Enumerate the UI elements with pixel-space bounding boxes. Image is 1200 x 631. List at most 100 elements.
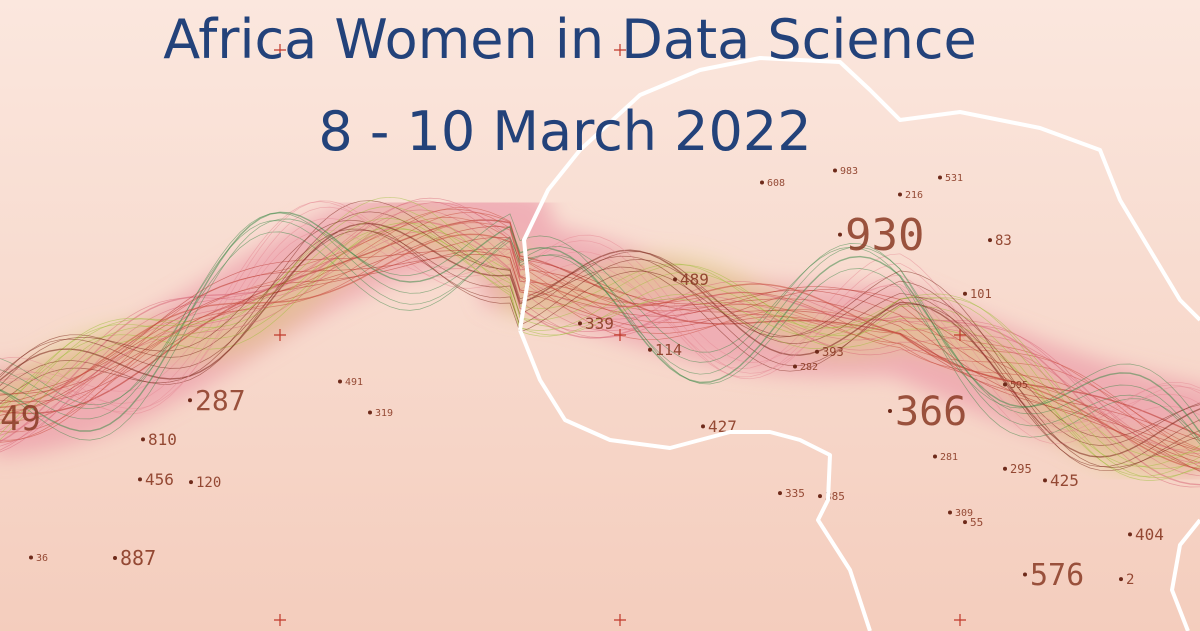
number-label: 101	[970, 287, 992, 301]
number-dot	[1003, 466, 1007, 471]
number-dot	[368, 410, 372, 415]
number-dot	[898, 192, 902, 197]
number-dot	[138, 477, 142, 482]
number-label: 114	[655, 341, 682, 359]
number-label: 531	[945, 173, 963, 184]
number-label: 983	[840, 166, 858, 177]
number-label: 887	[120, 546, 156, 570]
number-dot	[833, 168, 837, 173]
number-dot	[189, 480, 193, 485]
number-dot	[963, 520, 967, 525]
wave-line	[0, 250, 1200, 472]
number-dot	[113, 556, 117, 560]
number-dot	[1003, 382, 1007, 387]
cross	[614, 329, 626, 341]
wave-line	[0, 196, 1200, 457]
number-label: 393	[822, 345, 844, 359]
number-label: 216	[905, 190, 923, 201]
wave-line	[0, 206, 1200, 425]
number-dot	[673, 277, 677, 282]
number-dot	[838, 232, 842, 237]
number-dot	[963, 291, 967, 296]
coast-north	[518, 56, 1200, 331]
number-label: 49	[0, 399, 41, 439]
number-dot	[933, 454, 937, 459]
number-label: 2	[1126, 572, 1134, 588]
number-dot	[141, 437, 145, 442]
number-dot	[1023, 572, 1027, 577]
number-label: 339	[585, 314, 614, 333]
wave-line	[0, 233, 1200, 470]
wave-line	[0, 200, 1200, 438]
number-dot	[815, 349, 819, 354]
number-label: 36	[36, 553, 48, 564]
number-label: 55	[970, 516, 983, 529]
cross	[614, 614, 626, 626]
number-dot	[338, 379, 342, 384]
number-dot	[793, 364, 797, 369]
number-label: 282	[800, 362, 818, 373]
number-label: 287	[195, 384, 246, 417]
number-dot	[760, 180, 764, 185]
wave-line	[0, 202, 1200, 451]
cross	[954, 329, 966, 341]
number-dot	[1043, 478, 1047, 483]
number-dot	[988, 238, 992, 243]
wave-line	[0, 200, 1200, 465]
wave-line	[0, 228, 1200, 477]
number-label: 595	[1010, 380, 1028, 391]
coast-west	[518, 329, 872, 631]
number-dot	[578, 321, 582, 326]
wave-line	[0, 206, 1200, 470]
wave-line	[0, 211, 1200, 434]
crosses	[274, 44, 966, 626]
number-dot	[648, 347, 652, 352]
number-label: 366	[895, 389, 967, 435]
number-dot	[1128, 532, 1132, 537]
cross	[274, 44, 286, 56]
wave-line	[0, 217, 1200, 468]
number-label: 489	[680, 270, 709, 289]
africa-outline	[518, 56, 1200, 631]
number-dot	[701, 424, 705, 429]
number-dot	[188, 398, 192, 403]
number-label: 281	[940, 452, 958, 463]
number-label: 456	[145, 470, 174, 489]
number-label: 608	[767, 178, 785, 189]
wave-line	[0, 229, 1200, 445]
number-dot	[778, 491, 782, 496]
number-dot	[1119, 577, 1123, 582]
title-line-1: Africa Women in Data Science	[163, 8, 976, 71]
number-dot	[888, 409, 892, 413]
number-dot	[948, 510, 952, 515]
coast-east	[1170, 518, 1200, 631]
number-dot	[938, 175, 942, 180]
number-label: 404	[1135, 525, 1164, 544]
cross	[274, 614, 286, 626]
number-label: 295	[1010, 462, 1032, 476]
number-label: 319	[375, 408, 393, 419]
cross	[614, 44, 626, 56]
wave-line	[0, 208, 1200, 456]
number-dot	[29, 555, 33, 560]
cross	[954, 614, 966, 626]
title-line-2: 8 - 10 March 2022	[318, 100, 811, 163]
number-dot	[818, 494, 822, 499]
number-label: 930	[845, 210, 924, 261]
wave-line	[0, 231, 1200, 488]
number-label: 810	[148, 430, 177, 449]
wave-line	[0, 254, 1200, 472]
waves	[0, 196, 1200, 488]
number-label: 309	[955, 508, 973, 519]
number-label: 335	[785, 487, 805, 500]
wave-line	[0, 213, 1200, 441]
number-label: 425	[1050, 471, 1079, 490]
wave-line	[0, 222, 1200, 458]
number-label: 576	[1030, 558, 1084, 593]
number-label: 83	[995, 233, 1012, 249]
wave-line	[0, 219, 1200, 468]
cross	[274, 329, 286, 341]
